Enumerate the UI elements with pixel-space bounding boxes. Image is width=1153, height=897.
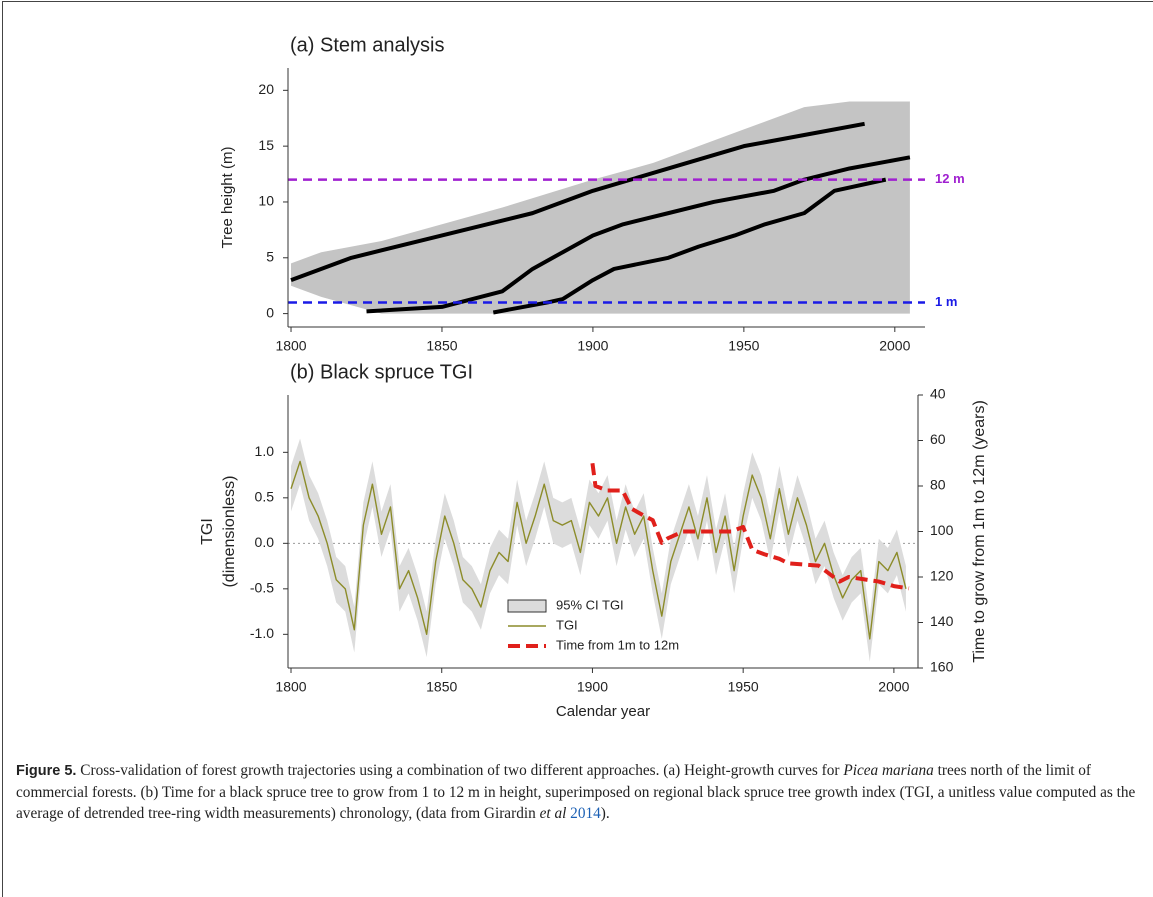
confidence-band xyxy=(291,438,906,662)
y-axis-label: (dimensionless) xyxy=(221,475,238,587)
caption-italic: et al xyxy=(539,805,567,822)
legend-swatch xyxy=(507,599,547,613)
caption-text: ). xyxy=(600,805,610,822)
y-tick-label: 10 xyxy=(258,193,274,209)
y2-axis-label: Time to grow from 1m to 12m (years) xyxy=(971,400,988,663)
citation-link[interactable]: 2014 xyxy=(570,805,601,822)
data-line xyxy=(290,460,907,640)
x-axis-label: Calendar year xyxy=(556,703,650,720)
data-line xyxy=(290,121,865,282)
x-tick-label: 1800 xyxy=(275,338,306,354)
y-tick-label: 1.0 xyxy=(255,443,275,459)
y-tick-label: 15 xyxy=(258,137,274,153)
y-tick-label: -1.0 xyxy=(250,625,274,641)
caption-label: Figure 5. xyxy=(16,763,77,779)
chart-title: (b) Black spruce TGI xyxy=(290,361,473,383)
y2-tick-label: 60 xyxy=(930,431,946,447)
reference-label: 12 m xyxy=(935,171,965,186)
figure: (a) Stem analysis 12 m 1 m 1800 1850 1900 1950… xyxy=(199,34,988,720)
x-tick-label: 1900 xyxy=(577,679,608,695)
x-tick-label: 1950 xyxy=(728,679,759,695)
y-tick-label: 0.0 xyxy=(255,534,275,550)
chart-title: (a) Stem analysis xyxy=(290,34,445,56)
legend-label: TGI xyxy=(556,617,578,632)
legend-label: 95% CI TGI xyxy=(556,597,624,612)
y-tick-label: -0.5 xyxy=(250,580,274,596)
y-tick-label: 5 xyxy=(266,248,274,264)
legend-label: Time from 1m to 12m xyxy=(556,637,679,652)
y-tick-label: 20 xyxy=(258,81,274,97)
x-tick-label: 2000 xyxy=(879,338,910,354)
x-tick-label: 1950 xyxy=(728,338,759,354)
x-tick-label: 1900 xyxy=(577,338,608,354)
y-axis-label: Tree height (m) xyxy=(219,147,236,249)
y-tick-label: 0.5 xyxy=(255,489,275,505)
reference-label: 1 m xyxy=(935,294,957,309)
y2-tick-label: 80 xyxy=(930,477,946,493)
x-tick-label: 1800 xyxy=(275,679,306,695)
y-axis-label: TGI xyxy=(199,518,216,545)
x-tick-label: 1850 xyxy=(426,338,457,354)
y2-tick-label: 160 xyxy=(930,659,954,675)
x-tick-label: 1850 xyxy=(426,679,457,695)
y2-tick-label: 100 xyxy=(930,522,954,538)
y2-tick-label: 120 xyxy=(930,568,954,584)
y-tick-label: 0 xyxy=(266,304,274,320)
confidence-band xyxy=(291,101,910,314)
y2-tick-label: 40 xyxy=(930,386,946,402)
caption-italic: Picea mariana xyxy=(843,762,934,779)
caption-text: trees north of the limit of commercial f… xyxy=(16,762,1136,822)
caption: Figure 5. Cross-validation of forest gro… xyxy=(16,760,1141,824)
caption-text: Cross-validation of forest growth trajec… xyxy=(80,762,840,779)
x-tick-label: 2000 xyxy=(878,679,909,695)
data-line xyxy=(590,462,910,591)
y2-tick-label: 140 xyxy=(930,613,954,629)
data-line xyxy=(492,177,887,315)
